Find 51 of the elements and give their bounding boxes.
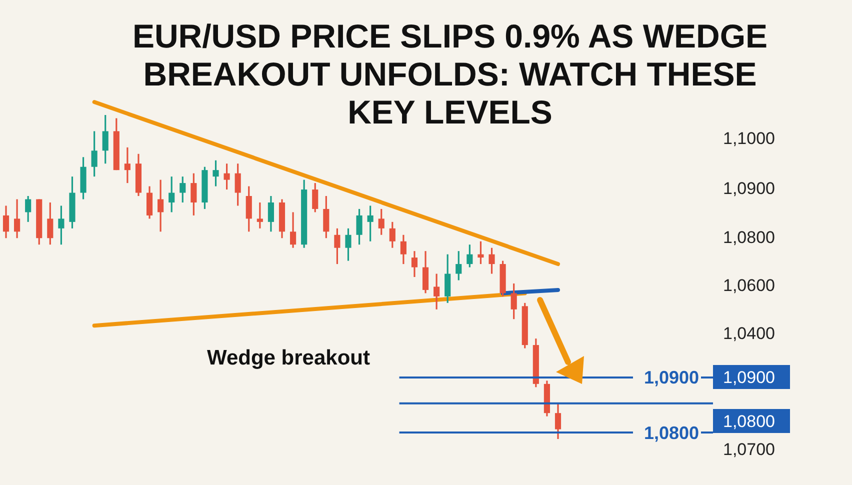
- candlestick: [234, 162, 241, 207]
- candlestick: [510, 282, 517, 320]
- candlestick: [47, 202, 54, 246]
- candlestick: [168, 176, 175, 213]
- text: 1,0700: [723, 440, 775, 459]
- candlestick: [466, 244, 473, 268]
- text: 1,0600: [723, 276, 775, 295]
- candlestick: [334, 228, 340, 265]
- candlestick: [434, 272, 440, 310]
- candlestick: [488, 247, 495, 275]
- candlestick: [478, 240, 484, 265]
- candlestick: [14, 198, 20, 239]
- candlestick: [268, 195, 274, 232]
- text: 1,0800: [723, 412, 775, 431]
- candlestick: [246, 185, 252, 232]
- candlestick: [190, 172, 197, 216]
- candlestick: [102, 114, 108, 164]
- candlestick: [124, 146, 130, 184]
- candlestick: [25, 195, 32, 223]
- candlestick: [2, 204, 10, 239]
- candlestick: [554, 402, 562, 440]
- text: 1,0400: [723, 324, 775, 343]
- candlestick: [411, 250, 418, 278]
- candlestick: [290, 211, 296, 249]
- candlestick: [212, 160, 219, 188]
- ref-line-label: 1,0800: [644, 422, 699, 443]
- text: 1,0900: [723, 178, 775, 198]
- candlestick: [345, 228, 352, 262]
- text: 1,0900: [723, 368, 775, 387]
- candlestick: [158, 179, 164, 232]
- ref-line-label: 1,0900: [644, 368, 699, 388]
- text: 1,1000: [723, 128, 775, 148]
- text: 1,0800: [723, 228, 775, 247]
- candlestick: [58, 204, 64, 246]
- annotation: Wedge breakout: [207, 346, 370, 370]
- candlestick: [456, 250, 462, 282]
- candlestick: [422, 250, 429, 294]
- candlestick: [312, 182, 318, 213]
- chart-title: EUR/USD PRICE SLIPS 0.9% AS WEDGE BREAKOUT UNFOLDS: WATCH THESE KEY LEVELS: [132, 18, 768, 131]
- candlestick: [180, 176, 186, 204]
- candlestick: [400, 234, 406, 265]
- candlestick: [256, 202, 263, 230]
- candlestick: [389, 221, 396, 249]
- candlestick: [91, 130, 98, 178]
- candlestick: [224, 162, 230, 190]
- candlestick: [323, 195, 330, 239]
- candlestick: [444, 254, 451, 304]
- candlestick: [367, 204, 374, 242]
- candlestick: [356, 208, 362, 246]
- candlestick: [378, 208, 384, 236]
- candlestick: [146, 185, 153, 220]
